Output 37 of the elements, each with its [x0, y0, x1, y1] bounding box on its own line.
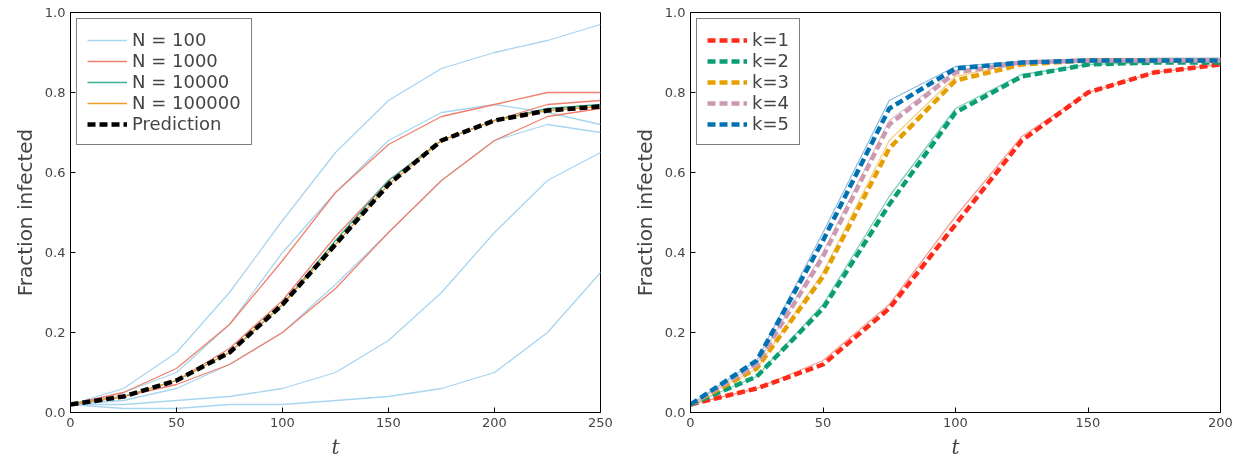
- x-tick-label: 150: [376, 414, 401, 430]
- x-tick-label: 50: [168, 414, 185, 430]
- y-tick-label: 0.4: [664, 245, 686, 260]
- x-tick-label: 0: [686, 414, 695, 430]
- legend-label: N = 100000: [132, 92, 241, 113]
- legend-label: k=1: [752, 29, 789, 50]
- y-tick-label: 0.8: [664, 85, 686, 100]
- y-tick-label: 0.6: [44, 165, 66, 180]
- x-tick-label: 50: [814, 414, 832, 430]
- legend-label: k=2: [752, 50, 789, 71]
- legend-label: k=4: [752, 92, 789, 113]
- x-tick-label: 100: [943, 414, 968, 430]
- legend-label: N = 10000: [132, 71, 230, 92]
- y-axis-title: Fraction infected: [632, 128, 657, 297]
- y-tick-label: 1.0: [664, 5, 686, 20]
- x-tick-label: 200: [1208, 414, 1233, 430]
- legend-label: Prediction: [132, 113, 222, 134]
- y-tick-label: 0.2: [664, 325, 686, 340]
- x-tick-label: 100: [270, 414, 295, 430]
- legend-label: N = 1000: [132, 50, 218, 71]
- x-axis-title: t: [331, 434, 341, 459]
- x-tick-label: 150: [1075, 414, 1101, 430]
- y-tick-label: 0.6: [664, 165, 686, 180]
- legend-label: k=5: [752, 113, 789, 134]
- legend-label: N = 100: [132, 29, 207, 50]
- y-tick-label: 0.0: [44, 405, 66, 420]
- x-tick-label: 250: [588, 414, 613, 430]
- x-tick-label: 0: [66, 414, 75, 430]
- x-tick-label: 200: [482, 414, 507, 430]
- y-tick-label: 0.4: [44, 245, 66, 260]
- y-axis-title: Fraction infected: [12, 128, 37, 297]
- x-axis-title: t: [951, 434, 961, 459]
- y-tick-label: 0.8: [44, 85, 66, 100]
- y-tick-label: 1.0: [44, 5, 66, 20]
- legend-label: k=3: [752, 71, 789, 92]
- y-tick-label: 0.0: [664, 405, 686, 420]
- y-tick-label: 0.2: [44, 325, 66, 340]
